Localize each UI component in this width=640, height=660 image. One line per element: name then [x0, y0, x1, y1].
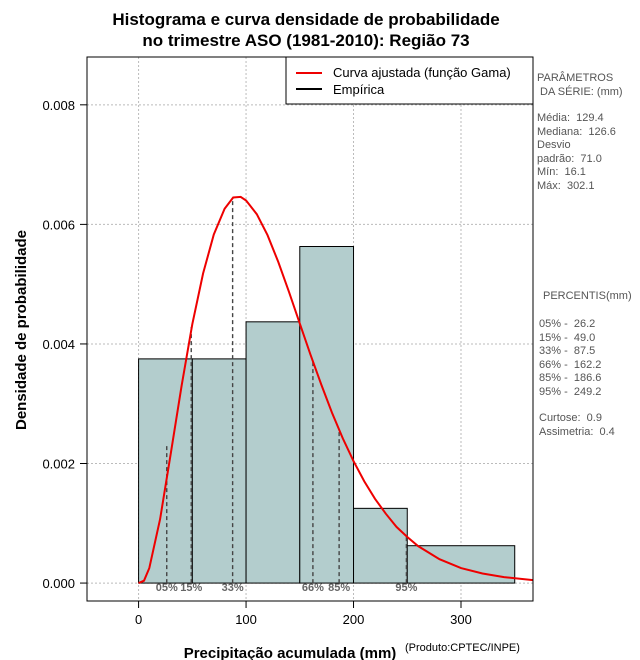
x-axis: 0 100 200 300 — [135, 600, 472, 627]
x-tick-label-1: 100 — [235, 612, 257, 627]
histogram-bar-3 — [299, 246, 355, 584]
histogram-bar-1 — [191, 358, 247, 584]
percentile-label-33%: 33% — [222, 582, 244, 594]
percentiles-panel: 05% - 26.2 15% - 49.0 33% - 87.5 66% - 1… — [539, 318, 615, 439]
params-title-line-2: DA SÉRIE: (mm) — [537, 85, 623, 98]
y-tick-label-0: 0.000 — [42, 576, 75, 591]
param-median: Mediana: 126.6 — [537, 125, 616, 138]
percentile-05: 05% - 26.2 — [539, 318, 596, 330]
params-title-line-1: PARÂMETROS — [537, 72, 614, 84]
x-tick-label-3: 300 — [450, 612, 472, 627]
histogram-bars — [138, 246, 516, 584]
fitted-gamma-curve — [138, 195, 534, 585]
skewness: Assimetria: 0.4 — [539, 425, 615, 438]
x-axis-label: Precipitação acumulada (mm) — [184, 645, 397, 660]
y-tick-label-2: 0.004 — [42, 337, 75, 352]
histogram-bar-4 — [353, 507, 408, 584]
param-min: Mín: 16.1 — [537, 166, 586, 178]
percentile-lines — [166, 197, 408, 584]
percentile-labels: 05% 15% 33% 66% 85% 95% — [156, 582, 418, 594]
param-max: Máx: 302.1 — [537, 179, 595, 192]
histogram-bar-5 — [406, 545, 516, 584]
histogram-bar-0 — [138, 358, 193, 584]
percentile-95: 95% - 249.2 — [539, 385, 602, 398]
legend-empirical-label: Empírica — [333, 82, 385, 97]
legend-box — [285, 56, 534, 105]
legend-curve-label: Curva ajustada (função Gama) — [333, 65, 511, 80]
x-tick-label-2: 200 — [343, 612, 365, 627]
histogram-bar-2 — [245, 321, 301, 584]
percentile-66: 66% - 162.2 — [539, 358, 602, 371]
percentiles-title: PERCENTIS(mm) — [543, 290, 632, 302]
x-tick-label-0: 0 — [135, 612, 142, 627]
kurtosis: Curtose: 0.9 — [539, 412, 602, 424]
percentile-85: 85% - 186.6 — [539, 372, 602, 384]
y-tick-label-4: 0.008 — [42, 98, 75, 113]
param-mean: Média: 129.4 — [537, 112, 604, 124]
y-tick-label-3: 0.006 — [42, 217, 75, 232]
percentile-label-85%: 85% — [328, 582, 350, 594]
percentile-label-05%: 05% — [156, 582, 178, 594]
credit-label: (Produto:CPTEC/INPE) — [405, 642, 520, 654]
fitted-curve-group — [138, 195, 534, 585]
percentile-15: 15% - 49.0 — [539, 331, 596, 344]
legend: Curva ajustada (função Gama) Empírica — [285, 56, 534, 105]
percentile-label-95%: 95% — [395, 582, 417, 594]
chart-title-line-1: Histograma e curva densidade de probabil… — [112, 10, 499, 29]
percentile-label-66%: 66% — [302, 582, 324, 594]
series-parameters-panel: PARÂMETROS DA SÉRIE: (mm) Média: 129.4 M… — [537, 72, 623, 193]
percentile-label-15%: 15% — [180, 582, 202, 594]
y-axis-label: Densidade de probabilidade — [13, 230, 30, 430]
param-stddev-value: padrão: 71.0 — [537, 152, 602, 165]
y-axis: 0.000 0.002 0.004 0.006 0.008 — [42, 98, 88, 591]
percentile-33: 33% - 87.5 — [539, 345, 596, 357]
chart-title-line-2: no trimestre ASO (1981-2010): Região 73 — [142, 31, 469, 50]
param-stddev-label: Desvio — [537, 139, 571, 151]
y-tick-label-1: 0.002 — [42, 457, 75, 472]
